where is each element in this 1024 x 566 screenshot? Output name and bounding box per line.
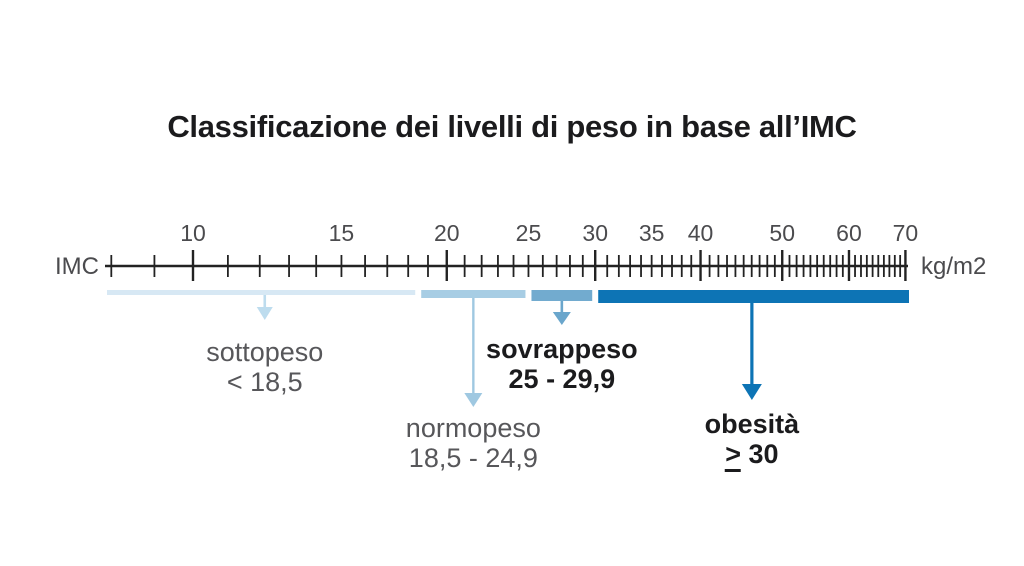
tick-label: 30: [582, 220, 608, 246]
category-bar-2: [531, 290, 593, 301]
category-arrows: [256, 295, 762, 407]
tick-labels: 10 15 20 25 30 35 40 50 60 70: [180, 220, 918, 246]
axis-unit-kgm2: kg/m2: [921, 253, 986, 280]
category-bar-1: [421, 290, 526, 298]
tick-marks: [110, 250, 907, 281]
tick-label: 25: [516, 220, 542, 246]
tick-label: 70: [893, 220, 919, 246]
axis-label-imc: IMC: [55, 253, 99, 280]
down-arrow-icon: [256, 307, 273, 320]
category-name: sottopeso: [206, 337, 324, 367]
category-range: < 18,5: [226, 367, 303, 397]
category-bar-3: [598, 290, 909, 303]
category-label-sottopeso: sottopeso < 18,5: [206, 337, 323, 397]
greater-equal-symbol: >: [725, 439, 741, 472]
tick-label: 50: [769, 220, 795, 246]
tick-label: 40: [688, 220, 714, 246]
down-arrow-icon: [741, 384, 762, 400]
tick-label: 10: [180, 220, 206, 246]
category-label-normopeso: normopeso 18,5 - 24,9: [406, 413, 541, 473]
category-name: sovrappeso: [486, 334, 638, 364]
category-name: normopeso: [405, 413, 541, 443]
category-label-sovrappeso: sovrappeso 25 - 29,9: [486, 334, 638, 394]
category-range: > 30: [705, 439, 800, 472]
category-bars: [107, 290, 909, 303]
category-range: 18,5 - 24,9: [408, 443, 538, 473]
tick-label: 20: [434, 220, 460, 246]
down-arrow-icon: [464, 393, 483, 407]
page-title: Classificazione dei livelli di peso in b…: [167, 109, 857, 144]
tick-label: 60: [836, 220, 862, 246]
category-label-obesita: obesità > 30: [704, 409, 800, 472]
category-name: obesità: [704, 409, 800, 439]
category-bar-0: [107, 290, 416, 295]
tick-label: 35: [639, 220, 665, 246]
category-range: 25 - 29,9: [508, 364, 616, 394]
down-arrow-icon: [552, 312, 571, 325]
tick-label: 15: [329, 220, 355, 246]
